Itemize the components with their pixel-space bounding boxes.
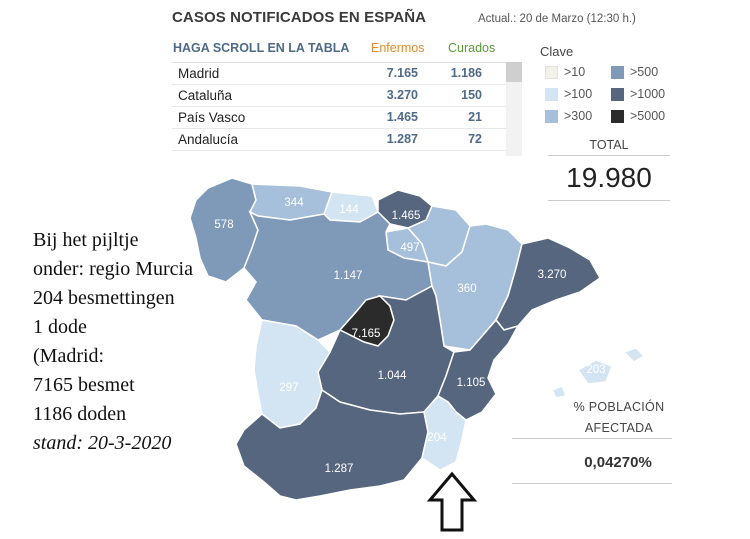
page-title: CASOS NOTIFICADOS EN ESPAÑA bbox=[172, 9, 427, 26]
legend-swatch bbox=[545, 66, 558, 79]
legend-label: >300 bbox=[564, 109, 593, 123]
region-label-navarra: 497 bbox=[400, 242, 419, 254]
region-label-castilla-la-mancha: 1.044 bbox=[378, 370, 407, 382]
annotation-line: 1 dode bbox=[33, 316, 87, 338]
annotation-line: (Madrid: bbox=[33, 345, 105, 367]
region-murcia[interactable] bbox=[421, 395, 467, 471]
region-label-cantabria: 144 bbox=[339, 204, 359, 216]
region-label-pais-vasco: 1.465 bbox=[392, 210, 421, 222]
table-row[interactable]: País Vasco 1.465 21 bbox=[172, 107, 507, 129]
table-row[interactable]: Madrid 7.165 1.186 bbox=[172, 63, 507, 85]
annotation-line: 204 besmettingen bbox=[33, 287, 175, 309]
enfermos-value: 1.465 bbox=[386, 110, 418, 124]
enfermos-value: 3.270 bbox=[386, 88, 418, 102]
table-scroll-thumb[interactable] bbox=[506, 62, 522, 82]
region-aragon[interactable] bbox=[427, 223, 523, 351]
region-name: Cataluña bbox=[178, 88, 233, 103]
population-value: 0,04270% bbox=[584, 454, 652, 471]
region-label-baleares: 203 bbox=[586, 364, 605, 376]
column-header-curados: Curados bbox=[448, 41, 496, 55]
region-label-asturias: 344 bbox=[284, 197, 304, 209]
legend-swatch bbox=[545, 110, 558, 123]
legend-label: >100 bbox=[564, 87, 593, 101]
enfermos-value: 1.287 bbox=[386, 132, 418, 146]
region-label-murcia: 204 bbox=[427, 432, 447, 444]
region-label-andalucia: 1.287 bbox=[325, 463, 354, 475]
enfermos-value: 7.165 bbox=[386, 66, 418, 80]
annotation-line: Bij het pijltje bbox=[33, 229, 139, 251]
legend-label: >10 bbox=[564, 65, 586, 79]
population-label: % POBLACIÓN AFECTADA bbox=[560, 397, 678, 439]
region-label-extremadura: 297 bbox=[279, 382, 298, 394]
legend-label: >500 bbox=[630, 65, 659, 79]
region-baleares-island bbox=[622, 347, 646, 363]
table-row[interactable]: Cataluña 3.270 150 bbox=[172, 85, 507, 107]
annotation-line: 7165 besmet bbox=[33, 374, 135, 396]
legend-swatch bbox=[611, 88, 624, 101]
updated-timestamp: Actual.: 20 de Marzo (12:30 h.) bbox=[478, 13, 636, 25]
curados-value: 150 bbox=[461, 88, 482, 102]
curados-value: 1.186 bbox=[450, 66, 482, 80]
region-name: País Vasco bbox=[178, 110, 246, 125]
total-value: 19.980 bbox=[566, 162, 652, 193]
table-scrollbar[interactable] bbox=[506, 62, 522, 156]
region-label-galicia: 578 bbox=[214, 219, 233, 231]
annotation-line: onder: regio Murcia bbox=[33, 258, 193, 280]
legend-label: >1000 bbox=[630, 87, 666, 101]
legend-swatch bbox=[611, 110, 624, 123]
legend-title: Clave bbox=[540, 44, 574, 59]
region-label-valencia: 1.105 bbox=[457, 377, 486, 389]
region-label-aragon: 360 bbox=[457, 283, 476, 295]
up-arrow-icon bbox=[426, 471, 478, 532]
total-label: TOTAL bbox=[589, 138, 629, 152]
region-name: Andalucía bbox=[178, 132, 239, 147]
population-box bbox=[512, 438, 672, 484]
scroll-hint: HAGA SCROLL EN LA TABLA bbox=[173, 41, 350, 55]
region-baleares[interactable] bbox=[576, 359, 613, 385]
total-box bbox=[548, 155, 670, 201]
annotation-date: stand: 20-3-2020 bbox=[33, 432, 172, 454]
cases-table[interactable]: Madrid 7.165 1.186 Cataluña 3.270 150 Pa… bbox=[172, 62, 507, 151]
region-cataluna[interactable] bbox=[495, 237, 601, 331]
region-label-madrid: 7.165 bbox=[352, 328, 381, 340]
legend-swatch bbox=[545, 88, 558, 101]
population-label-line1: % POBLACIÓN bbox=[573, 400, 665, 414]
annotation-line: 1186 doden bbox=[33, 403, 127, 425]
region-valencia[interactable] bbox=[437, 318, 520, 421]
curados-value: 72 bbox=[468, 132, 482, 146]
region-baleares-island bbox=[550, 385, 568, 399]
legend-swatch bbox=[611, 66, 624, 79]
region-name: Madrid bbox=[178, 66, 220, 81]
column-header-enfermos: Enfermos bbox=[371, 41, 425, 55]
legend-label: >5000 bbox=[630, 109, 666, 123]
table-row[interactable]: Andalucía 1.287 72 bbox=[172, 129, 507, 151]
region-label-castilla-leon: 1.147 bbox=[334, 270, 363, 282]
population-label-line2: AFECTADA bbox=[584, 421, 654, 435]
region-label-cataluna: 3.270 bbox=[538, 269, 567, 281]
annotation-note: Bij het pijltje onder: regio Murcia 204 … bbox=[33, 226, 193, 458]
curados-value: 21 bbox=[468, 110, 482, 124]
region-andalucia[interactable] bbox=[235, 388, 429, 501]
